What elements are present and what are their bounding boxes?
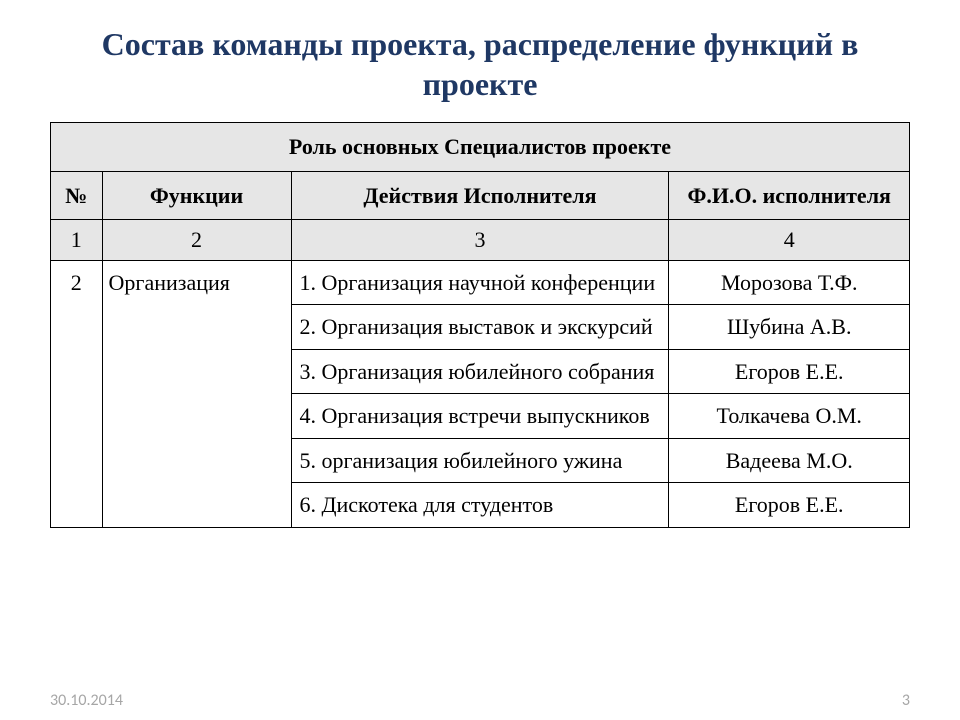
table-super-header: Роль основных Специалистов проекте bbox=[51, 123, 910, 172]
col-header-func: Функции bbox=[102, 171, 291, 220]
cell-action-text: 4. Организация встречи выпускников bbox=[300, 402, 659, 430]
slide-title: Состав команды проекта, распределение фу… bbox=[50, 24, 910, 104]
cell-fio: Егоров Е.Е. bbox=[669, 349, 910, 394]
cell-action-text: 3. Организация юбилейного собрания bbox=[300, 358, 659, 386]
col-header-act: Действия Исполнителя bbox=[291, 171, 669, 220]
slide-footer: 30.10.2014 3 bbox=[50, 691, 910, 710]
col-header-num: № bbox=[51, 171, 103, 220]
cell-fio: Шубина А.В. bbox=[669, 305, 910, 350]
cell-action: 2. Организация выставок и экскурсий bbox=[291, 305, 669, 350]
cell-fio: Егоров Е.Е. bbox=[669, 483, 910, 528]
colnum-4: 4 bbox=[669, 220, 910, 261]
table-header-row: № Функции Действия Исполнителя Ф.И.О. ис… bbox=[51, 171, 910, 220]
cell-fio: Вадеева М.О. bbox=[669, 438, 910, 483]
cell-action: 4. Организация встречи выпускников bbox=[291, 394, 669, 439]
colnum-2: 2 bbox=[102, 220, 291, 261]
table-number-row: 1 2 3 4 bbox=[51, 220, 910, 261]
cell-action: 5. организация юбилейного ужина bbox=[291, 438, 669, 483]
colnum-1: 1 bbox=[51, 220, 103, 261]
footer-page-number: 3 bbox=[902, 691, 910, 710]
project-table: Роль основных Специалистов проекте № Фун… bbox=[50, 122, 910, 528]
footer-date: 30.10.2014 bbox=[50, 691, 123, 710]
cell-action-text: 2. Организация выставок и экскурсий bbox=[300, 313, 659, 341]
cell-fio: Толкачева О.М. bbox=[669, 394, 910, 439]
colnum-3: 3 bbox=[291, 220, 669, 261]
cell-action-text: 6. Дискотека для студентов bbox=[300, 491, 659, 519]
slide: Состав команды проекта, распределение фу… bbox=[0, 0, 960, 720]
cell-action: 6. Дискотека для студентов bbox=[291, 483, 669, 528]
cell-action: 3. Организация юбилейного собрания bbox=[291, 349, 669, 394]
table-row: 2 Организация 1. Организация научной кон… bbox=[51, 260, 910, 305]
cell-group-num: 2 bbox=[51, 260, 103, 527]
col-header-fio: Ф.И.О. исполнителя bbox=[669, 171, 910, 220]
cell-action-text: 5. организация юбилейного ужина bbox=[300, 447, 659, 475]
cell-fio: Морозова Т.Ф. bbox=[669, 260, 910, 305]
cell-group-func: Организация bbox=[102, 260, 291, 527]
cell-action: 1. Организация научной конференции bbox=[291, 260, 669, 305]
cell-action-text: 1. Организация научной конференции bbox=[300, 269, 659, 297]
